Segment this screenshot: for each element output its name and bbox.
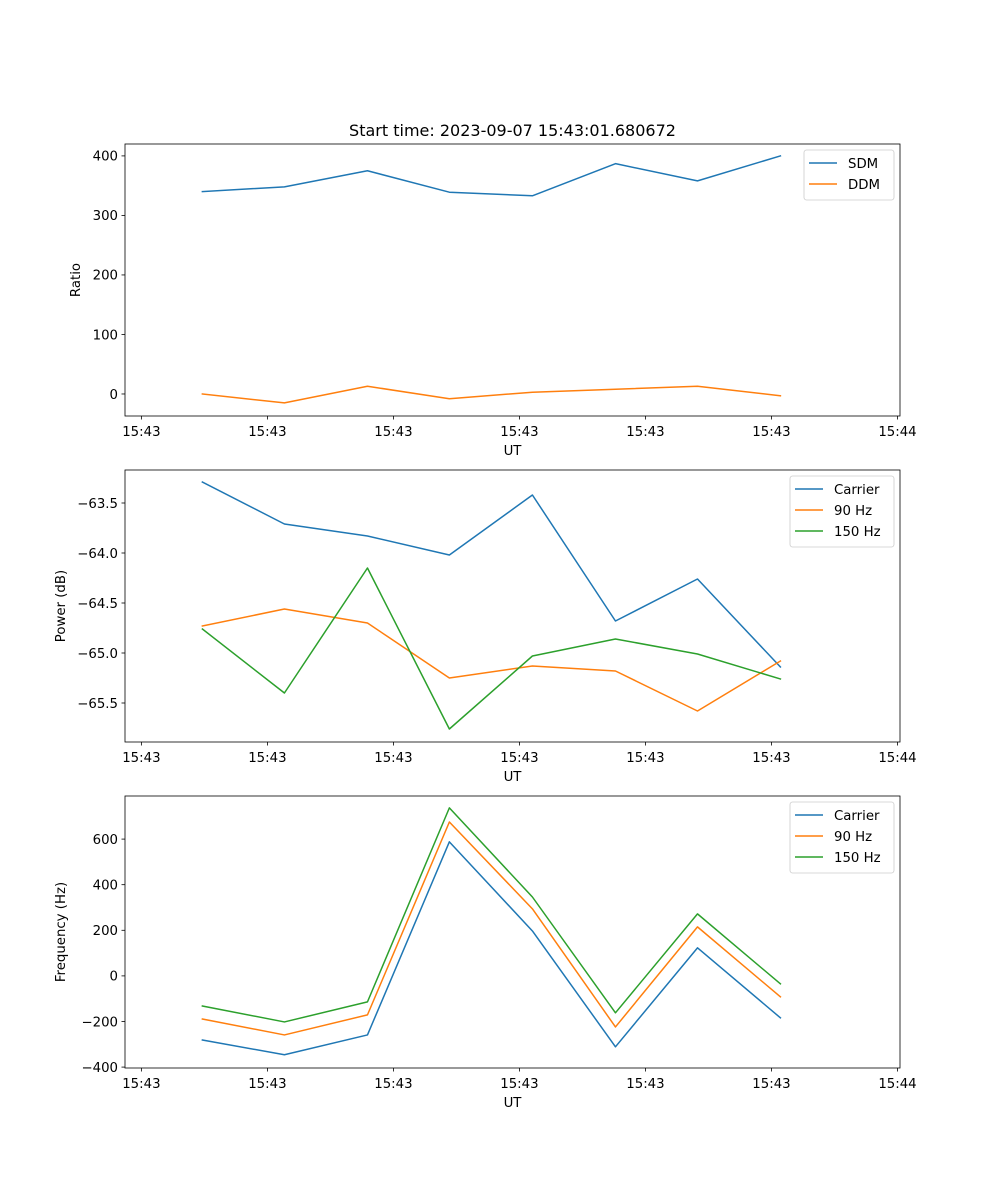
y-tick-label: −200 (81, 1015, 118, 1030)
x-tick-label: 15:44 (878, 1077, 916, 1092)
x-tick-label: 15:43 (752, 1077, 790, 1092)
x-tick-label: 15:43 (626, 425, 664, 440)
x-tick-label: 15:43 (500, 425, 538, 440)
legend: Carrier 90 Hz 150 Hz (789, 475, 895, 548)
y-tick-label: −65.5 (77, 697, 118, 712)
legend: Carrier 90 Hz 150 Hz (789, 801, 895, 874)
x-tick-label: 15:43 (122, 425, 160, 440)
legend: SDM DDM (803, 149, 895, 201)
x-tick-label: 15:43 (122, 1077, 160, 1092)
y-axis-label: Power (dB) (54, 570, 69, 642)
y-tick-label: 200 (93, 924, 118, 939)
series-line-carrier (201, 480, 782, 669)
x-tick-label: 15:43 (626, 751, 664, 766)
x-tick-label: 15:43 (374, 425, 412, 440)
legend-label: 90 Hz (834, 504, 872, 519)
y-tick-label: −65.0 (77, 647, 118, 662)
series-line-90-hz (201, 821, 782, 1036)
y-tick-label: 600 (93, 833, 118, 848)
series-line-90-hz (201, 608, 782, 712)
series-line-carrier (201, 841, 782, 1056)
x-tick-label: 15:43 (626, 1077, 664, 1092)
y-tick-label: 400 (93, 150, 118, 165)
y-tick-label: 300 (93, 209, 118, 224)
y-tick-label: 0 (110, 970, 118, 985)
x-axis-label: UT (504, 1096, 523, 1111)
series-line-sdm (201, 154, 782, 197)
legend-box (789, 801, 895, 874)
y-tick-label: 400 (93, 878, 118, 893)
x-tick-label: 15:43 (752, 751, 790, 766)
legend-label: DDM (848, 178, 880, 193)
series-line-150-hz (201, 807, 782, 1023)
x-tick-label: 15:43 (500, 751, 538, 766)
x-axis-label: UT (504, 770, 523, 785)
legend-box (789, 475, 895, 548)
y-axis-label: Frequency (Hz) (54, 882, 69, 982)
x-tick-label: 15:43 (752, 425, 790, 440)
legend-label: Carrier (834, 809, 880, 824)
axes-frame (124, 469, 901, 743)
x-tick-label: 15:44 (878, 425, 916, 440)
legend-label: 150 Hz (834, 525, 881, 540)
subplot-2: 15:43 15:43 15:43 15:43 15:43 15:43 15:44 −65.5… (54, 469, 917, 785)
axes-frame (124, 143, 901, 417)
legend-label: 90 Hz (834, 830, 872, 845)
series-line-ddm (201, 385, 782, 404)
x-tick-label: 15:43 (122, 751, 160, 766)
y-axis-label: Ratio (69, 263, 84, 297)
subplots: 15:43 15:43 15:43 15:43 15:43 15:43 15:44 0 100 2… (54, 143, 917, 1111)
subplot-1: 15:43 15:43 15:43 15:43 15:43 15:43 15:44 0 100 2… (69, 143, 917, 459)
x-tick-label: 15:43 (500, 1077, 538, 1092)
y-tick-label: 0 (110, 388, 118, 403)
y-tick-label: −400 (81, 1061, 118, 1076)
series-line-150-hz (201, 567, 782, 730)
y-tick-label: −63.5 (77, 497, 118, 512)
legend-label: Carrier (834, 483, 880, 498)
y-tick-label: 100 (93, 328, 118, 343)
y-tick-label: 200 (93, 269, 118, 284)
figure-title: Start time: 2023-09-07 15:43:01.680672 (349, 121, 676, 140)
x-tick-label: 15:43 (248, 751, 286, 766)
x-tick-label: 15:43 (374, 751, 412, 766)
x-tick-label: 15:44 (878, 751, 916, 766)
x-tick-label: 15:43 (374, 1077, 412, 1092)
legend-label: SDM (848, 157, 878, 172)
y-tick-label: −64.5 (77, 597, 118, 612)
y-tick-label: −64.0 (77, 547, 118, 562)
axes-frame (124, 795, 901, 1069)
legend-label: 150 Hz (834, 851, 881, 866)
subplot-3: 15:43 15:43 15:43 15:43 15:43 15:43 15:44 −400 −… (54, 795, 917, 1111)
x-tick-label: 15:43 (248, 1077, 286, 1092)
x-axis-label: UT (504, 444, 523, 459)
x-tick-label: 15:43 (248, 425, 286, 440)
